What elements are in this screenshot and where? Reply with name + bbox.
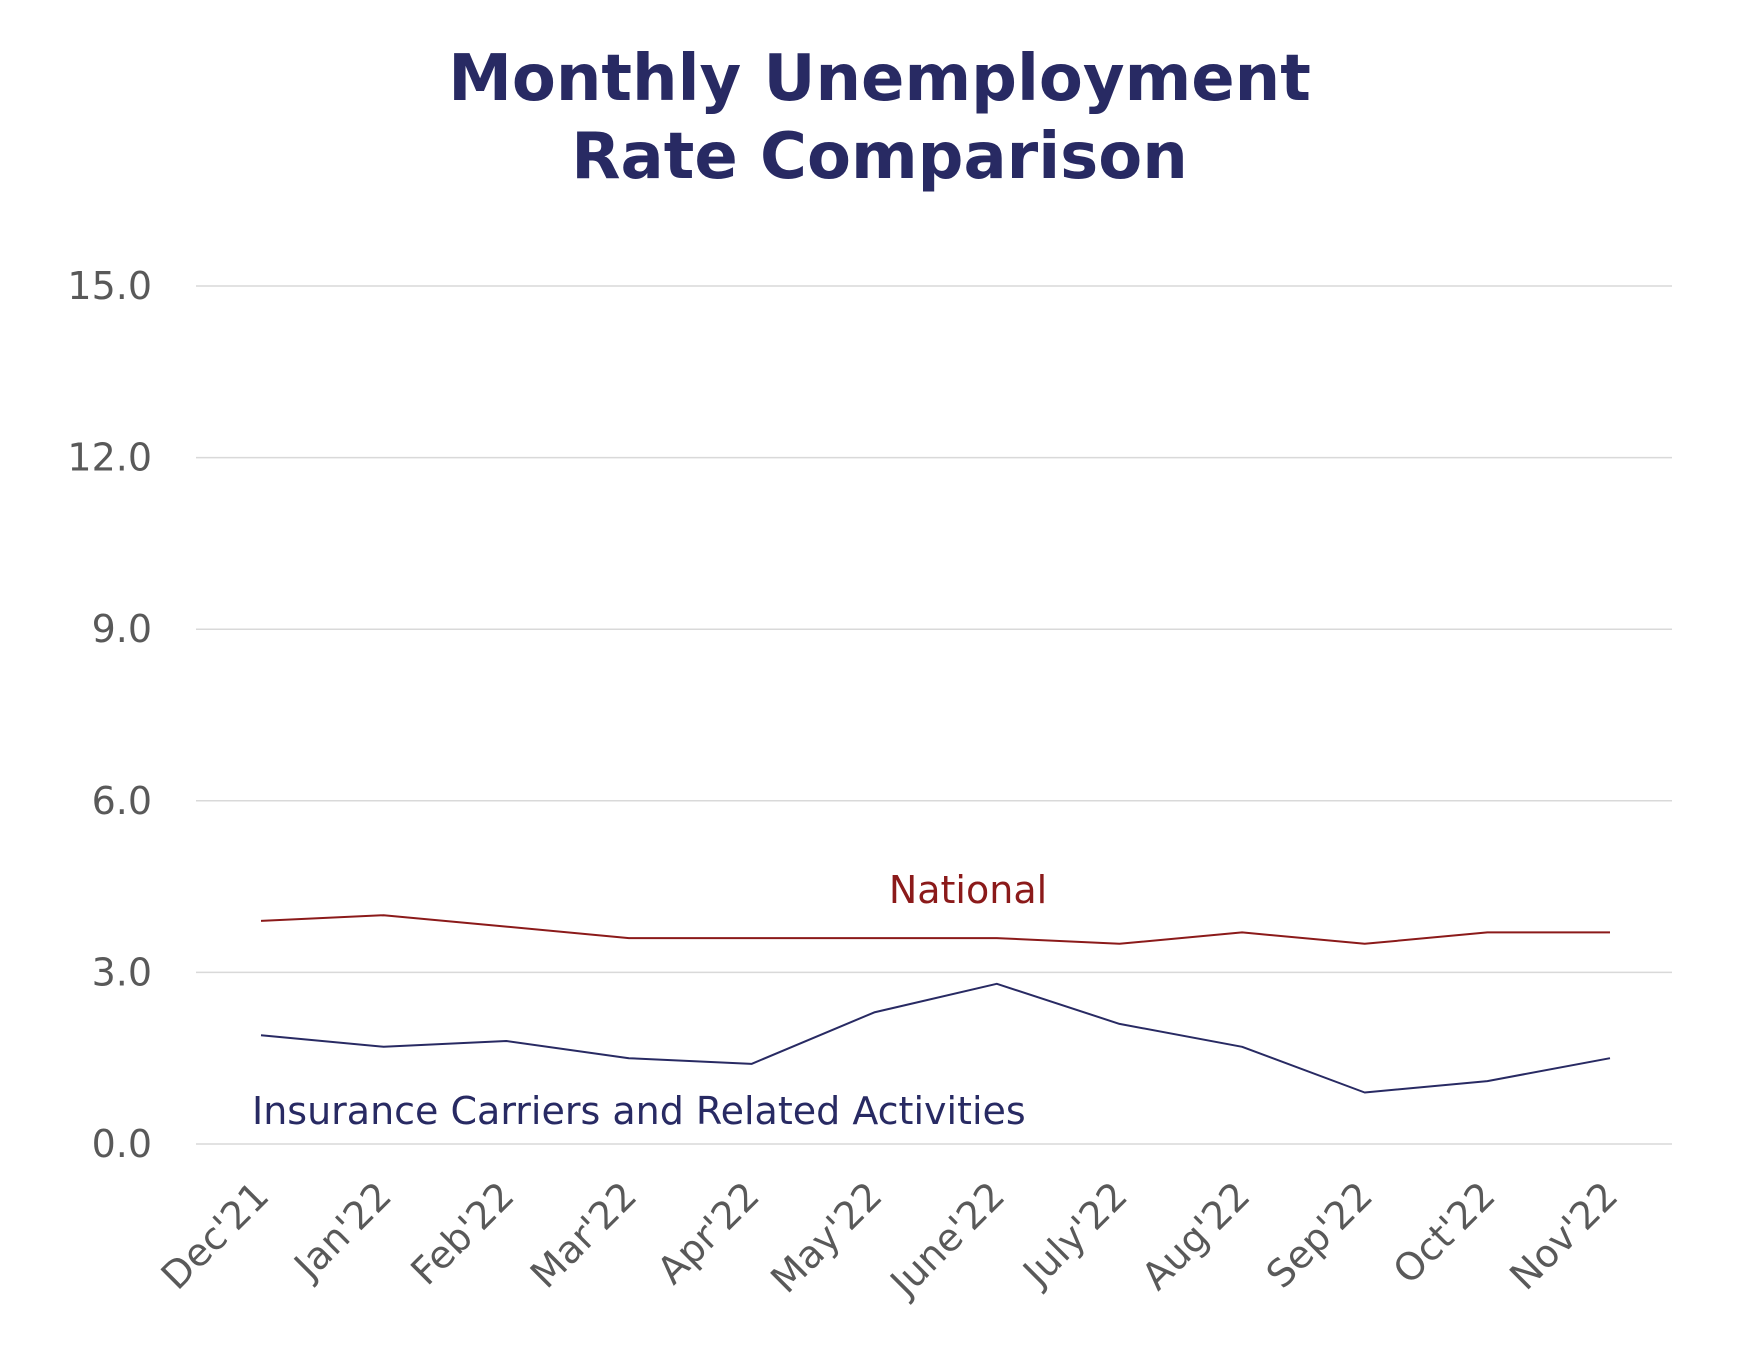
series-labels: National Insurance Carriers and Related A… (252, 868, 1047, 1133)
series-label-national: National (889, 868, 1047, 912)
gridlines (196, 285, 1672, 1145)
x-tick-label: Dec'21 (153, 1173, 278, 1298)
x-axis-ticks: Dec'21 Jan'22 Feb'22 Mar'22 Apr'22May'22June… (153, 1173, 1627, 1306)
y-tick-label: 0.0 (92, 1122, 152, 1166)
chart-title-line-2: Rate Comparison (571, 120, 1188, 194)
x-tick-label: July'22 (1013, 1173, 1135, 1295)
series-label-insurance-carriers: Insurance Carriers and Related Activitie… (252, 1089, 1026, 1133)
x-tick-label: Apr'22 (649, 1173, 768, 1292)
y-tick-label: 15.0 (67, 264, 152, 308)
y-tick-label: 9.0 (92, 607, 152, 651)
y-tick-label: 6.0 (92, 779, 152, 823)
x-tick-label: Sep'22 (1258, 1173, 1381, 1296)
y-tick-label: 3.0 (92, 950, 152, 994)
chart-title-line-1: Monthly Unemployment (448, 42, 1311, 116)
y-tick-label: 12.0 (67, 436, 152, 480)
x-tick-label: Feb'22 (402, 1173, 522, 1293)
series-line-national (260, 914, 1610, 945)
x-tick-label: Aug'22 (1133, 1173, 1258, 1298)
x-tick-label: Nov'22 (1501, 1173, 1626, 1298)
y-axis-ticks: 0.0 3.0 6.0 9.0 12.0 15.0 (67, 264, 152, 1166)
series-line-insurance-carriers (260, 982, 1611, 1094)
x-tick-label: June'22 (881, 1173, 1014, 1306)
series-lines (260, 914, 1611, 1094)
chart-title: Monthly Unemployment Rate Comparison (0, 40, 1759, 196)
x-tick-label: Oct'22 (1385, 1173, 1504, 1292)
x-tick-label: Jan'22 (284, 1173, 400, 1289)
x-tick-label: Mar'22 (522, 1173, 645, 1296)
x-tick-label: May'22 (762, 1173, 890, 1301)
